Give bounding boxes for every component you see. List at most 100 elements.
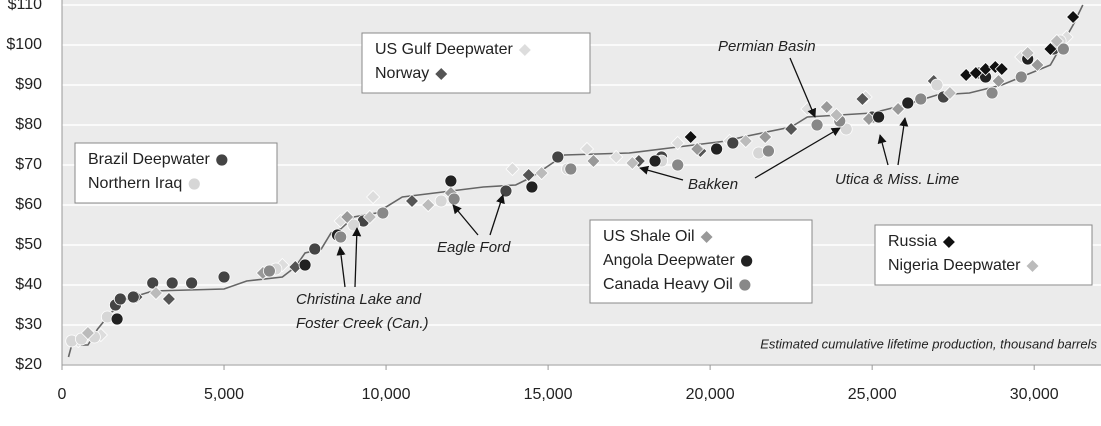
diamond-point (80, 325, 95, 341)
annotation-arrow (877, 134, 889, 166)
diamond-point (1043, 41, 1058, 57)
circle-point (308, 242, 322, 256)
circle-point (499, 184, 513, 198)
circle-point (1014, 70, 1028, 84)
circle-point (334, 230, 348, 244)
circle-point (298, 258, 312, 272)
x-tick-label: 5,000 (204, 386, 244, 403)
diamond-point (670, 135, 685, 151)
diamond-point (690, 141, 705, 157)
diamond-point (275, 257, 290, 273)
y-tick-label: $30 (15, 316, 42, 333)
diamond-point (534, 165, 549, 181)
diamond-point (891, 101, 906, 117)
diamond-point (340, 209, 355, 225)
diamond-point (683, 129, 698, 145)
legend-box (874, 224, 1093, 286)
legend-label: Angola Deepwater (603, 252, 735, 269)
circle-point (146, 276, 160, 290)
y-tick-label: $110 (8, 0, 43, 13)
circle-point (901, 96, 915, 110)
diamond-point (505, 161, 520, 177)
y-tick-label: $90 (15, 76, 42, 93)
diamond-point (758, 129, 773, 145)
circle-point (762, 144, 775, 158)
x-tick-label: 0 (58, 386, 67, 403)
circle-point (217, 270, 231, 284)
legend-marker (434, 66, 449, 82)
legend-label: Brazil Deepwater (88, 151, 211, 168)
diamond-point (362, 209, 377, 225)
legend-marker (215, 153, 229, 167)
legend-label: US Shale Oil (603, 228, 695, 245)
diamond-point (855, 91, 870, 107)
legend-box (589, 219, 813, 304)
circle-point (434, 194, 448, 208)
annotation: Christina Lake and (296, 291, 422, 308)
circle-point (525, 180, 539, 194)
annotation-arrow (336, 246, 346, 288)
circle-point (810, 118, 824, 132)
legend-marker (187, 177, 201, 191)
diamond-point (942, 85, 957, 101)
legend-marker (738, 278, 752, 292)
legend-label: Russia (888, 233, 937, 250)
x-tick-label: 30,000 (1010, 386, 1059, 403)
circle-point (710, 142, 724, 156)
diamond-point (800, 101, 815, 117)
circle-point (185, 276, 199, 290)
legend-label: Canada Heavy Oil (603, 276, 733, 293)
circle-point (447, 192, 461, 206)
circle-point (113, 292, 127, 306)
annotation-arrow (352, 227, 362, 288)
circle-point (165, 276, 179, 290)
annotation-arrow (489, 194, 505, 236)
circle-point (872, 110, 886, 124)
legend-marker (740, 254, 754, 268)
circle-point (126, 290, 140, 304)
circle-point (376, 206, 390, 220)
diamond-point (366, 189, 381, 205)
x-tick-label: 25,000 (848, 386, 897, 403)
annotation: Eagle Ford (437, 239, 511, 256)
legend-marker (941, 234, 956, 250)
y-tick-label: $20 (15, 356, 42, 373)
annotation: Utica & Miss. Lime (835, 171, 959, 188)
diamond-point (609, 149, 624, 165)
circle-point (914, 92, 928, 106)
diamond-point (1020, 45, 1035, 61)
x-axis-label: Estimated cumulative lifetime production… (760, 336, 1097, 351)
annotation-arrow (754, 127, 841, 179)
y-tick-label: $100 (6, 36, 42, 53)
circle-point (671, 158, 685, 172)
diamond-point (1030, 57, 1045, 73)
legend-label: US Gulf Deepwater (375, 41, 514, 58)
annotation: Bakken (688, 176, 738, 193)
circle-point (726, 136, 740, 150)
diamond-point (819, 99, 834, 115)
diamond-point (404, 193, 420, 209)
annotation: Permian Basin (718, 38, 816, 55)
circle-point (110, 312, 124, 326)
y-tick-label: $60 (15, 196, 42, 213)
annotation-arrow (639, 165, 684, 181)
y-tick-label: $70 (15, 156, 42, 173)
diamond-point (148, 285, 164, 301)
circle-point (564, 162, 578, 176)
legend-marker (517, 42, 532, 58)
diamond-point (1049, 33, 1064, 49)
annotation-arrow (789, 57, 816, 118)
x-tick-label: 15,000 (524, 386, 573, 403)
circle-point (444, 174, 458, 188)
diamond-point (784, 121, 799, 137)
legend-label: Nigeria Deepwater (888, 257, 1021, 274)
legend-box (361, 32, 591, 94)
circle-point (648, 154, 662, 168)
y-tick-label: $50 (15, 236, 42, 253)
diamond-point (161, 291, 177, 307)
legend-label: Norway (375, 65, 429, 82)
annotation-arrow (897, 117, 909, 166)
diamond-point (1066, 9, 1081, 25)
diamond-point (994, 61, 1009, 77)
